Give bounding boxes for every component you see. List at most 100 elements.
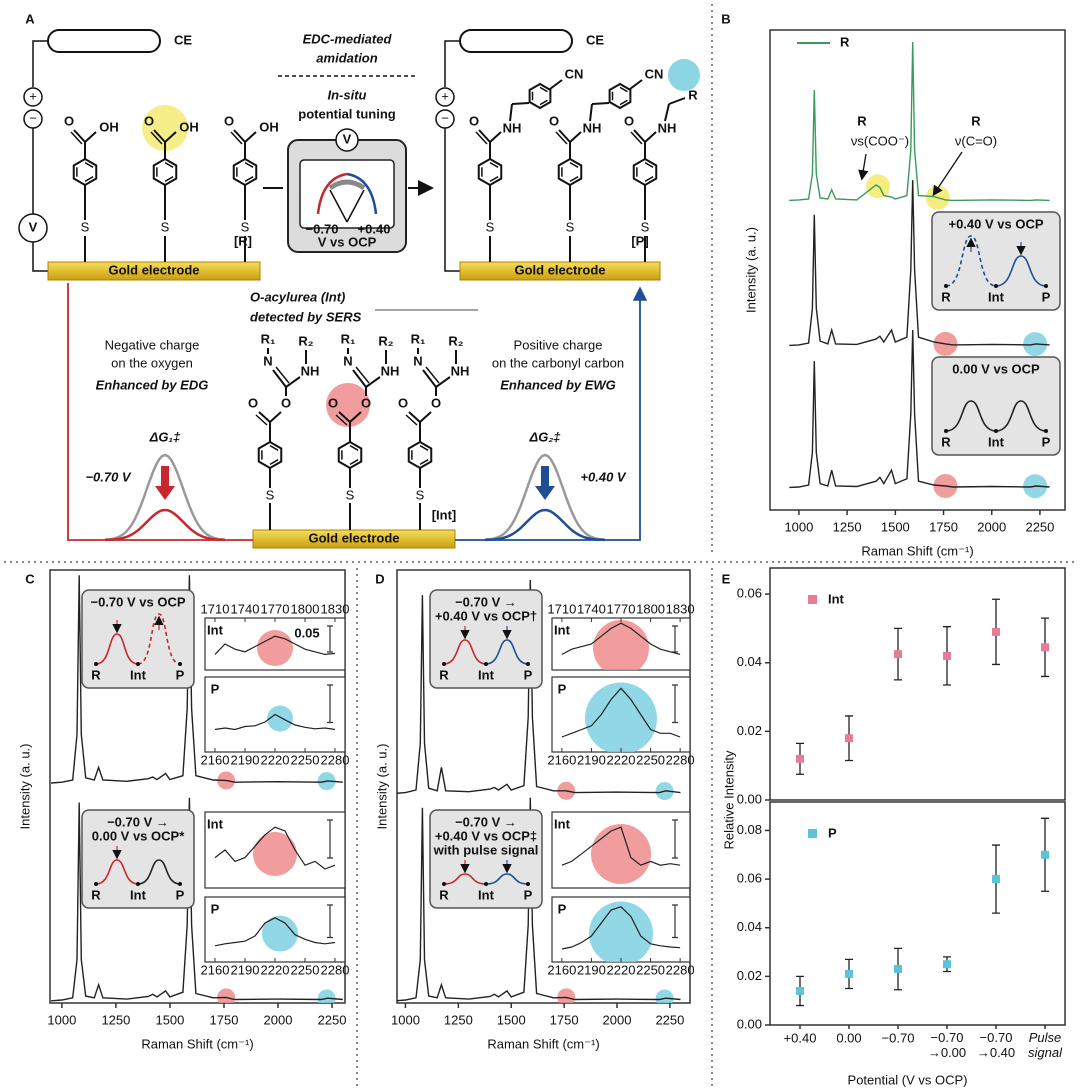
point: [992, 875, 1000, 884]
highlight: [142, 105, 188, 151]
bond: [73, 129, 86, 143]
x-tick-label: 1710: [547, 601, 576, 616]
x-tick-label: 1830: [321, 601, 350, 616]
label: Int: [130, 667, 147, 682]
panel-label: D: [375, 571, 384, 586]
label: on the carbonyl carbon: [492, 355, 624, 370]
bond: [539, 86, 548, 93]
x-tick-label: 2160: [547, 962, 576, 977]
diagram-box: [429, 809, 543, 909]
wire: [444, 128, 460, 272]
bond: [511, 102, 530, 105]
label: R: [941, 434, 951, 449]
label: S: [641, 219, 650, 234]
spectrum: [51, 575, 343, 784]
counter-electrode: [47, 29, 161, 53]
bond: [269, 444, 279, 451]
label: S: [486, 219, 495, 234]
gold-electrode: [252, 529, 456, 549]
bond: [629, 79, 643, 90]
bond: [591, 102, 610, 105]
panel-label: C: [25, 571, 35, 586]
benzene-ring: [608, 82, 632, 110]
energy-curve: [945, 235, 997, 287]
point: [845, 969, 853, 978]
x-tick-label: 1800: [636, 601, 665, 616]
x-tick-label: −0.70 →0.00: [928, 1030, 966, 1060]
highlight: [217, 988, 236, 1003]
point: [1041, 643, 1049, 652]
legend-label: P: [828, 825, 837, 840]
x-tick-label: 2250: [291, 962, 320, 977]
benzene-ring: [528, 82, 552, 110]
label: R: [971, 113, 981, 128]
terminal: [435, 87, 455, 107]
label: Positive charge: [514, 337, 603, 352]
inset-label: P: [211, 901, 220, 916]
plot-frame: [769, 801, 1066, 1026]
label: O: [398, 395, 408, 410]
bond: [352, 369, 367, 388]
legend-swatch: [808, 595, 817, 604]
spectrum: [561, 622, 681, 655]
x-tick-label: 2190: [577, 752, 606, 767]
panel-label: E: [722, 571, 731, 586]
x-tick-label: 2250: [291, 752, 320, 767]
label: OH: [259, 119, 279, 134]
bond: [644, 161, 654, 168]
scale-bar: [672, 819, 678, 859]
meter-face: [299, 159, 395, 229]
label: O: [64, 113, 74, 128]
bond: [285, 376, 301, 388]
x-tick-label: 1750: [210, 1012, 239, 1027]
bond: [489, 131, 502, 143]
label: O: [624, 113, 634, 128]
bond: [569, 131, 582, 143]
bond: [475, 131, 488, 145]
x-tick-label: 0.00: [836, 1030, 861, 1045]
energy-curve: [485, 873, 529, 885]
x-tick-label: 1500: [155, 1012, 184, 1027]
label: R: [91, 887, 101, 902]
y-tick-label: 0.06: [737, 871, 762, 886]
y-axis-label: Relative Intensity: [721, 750, 736, 849]
plot-frame: [769, 567, 1066, 801]
y-tick-label: 0.02: [737, 968, 762, 983]
arc: [346, 172, 378, 215]
bond: [164, 161, 174, 168]
x-tick-label: 2160: [547, 752, 576, 767]
scale-bar: [327, 684, 333, 724]
label: V vs OCP: [318, 234, 377, 249]
legend-label: R: [840, 34, 850, 49]
bond: [539, 99, 548, 106]
label: Enhanced by EWG: [500, 377, 616, 392]
energy-curve: [95, 633, 139, 665]
x-tick-label: 2220: [261, 752, 290, 767]
bond: [269, 411, 282, 423]
bond: [230, 131, 243, 145]
x-tick-label: 2250: [318, 1012, 347, 1027]
x-tick-label: 1250: [833, 519, 862, 534]
state: [1044, 284, 1048, 288]
bond: [549, 79, 563, 90]
label: Int: [130, 887, 147, 902]
inset-label: P: [211, 681, 220, 696]
bond: [84, 176, 94, 183]
electrode-label: Gold electrode: [514, 262, 605, 277]
y-axis-label: Intensity (a. u.): [374, 744, 389, 830]
label: S: [241, 219, 250, 234]
highlight: [262, 915, 298, 952]
label: V: [343, 131, 352, 146]
label: Int: [988, 434, 1005, 449]
bond: [633, 129, 646, 143]
bond: [569, 161, 579, 168]
label: R₂: [298, 333, 313, 348]
electrode-label: Gold electrode: [308, 530, 399, 545]
label: Int: [478, 887, 495, 902]
energy-curve: [945, 400, 997, 432]
state: [442, 662, 446, 666]
x-tick-label: 1800: [291, 601, 320, 616]
label: ΔG₂‡: [528, 429, 561, 444]
down-arrow: [155, 466, 175, 500]
x-tick-label: 2000: [977, 519, 1006, 534]
